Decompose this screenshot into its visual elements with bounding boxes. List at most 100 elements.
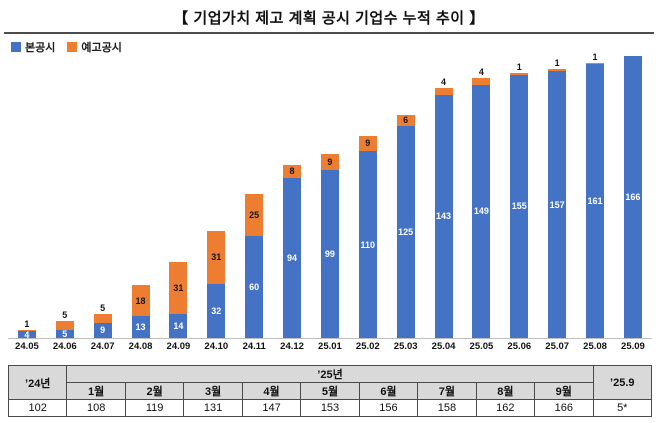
main-segment: 32 [207, 283, 226, 338]
table-header-month: 2월 [124, 382, 185, 400]
x-axis-label: 24.06 [52, 341, 77, 352]
preliminary-label-above: 1 [24, 318, 30, 329]
preliminary-segment [55, 321, 74, 330]
main-segment: 13 [131, 315, 150, 338]
main-segment: 166 [623, 55, 642, 338]
table-header-month: 4월 [241, 382, 302, 400]
bar-slot: 1 157 [538, 54, 576, 338]
stacked-bar: 155 [510, 72, 529, 338]
preliminary-label-above: 5 [100, 303, 106, 314]
stacked-bar: 8 94 [283, 164, 302, 338]
stacked-bar: 31 32 [207, 230, 226, 338]
preliminary-segment [472, 77, 491, 85]
stacked-bar: 166 [623, 55, 642, 338]
x-axis-label: 25.02 [355, 341, 380, 352]
x-axis-label: 24.07 [90, 341, 115, 352]
stacked-bar: 18 13 [131, 285, 150, 338]
table-value-cell: 158 [417, 399, 477, 417]
main-segment: 149 [472, 84, 491, 338]
table-header-24yr: ’24년 [7, 365, 68, 400]
summary-table: ’24년 ’25년 ’25.9 1월 2월 3월 4월 5월 6월 7월 8월 9월 102 108 119… [7, 365, 653, 417]
preliminary-segment: 18 [131, 285, 150, 316]
stacked-bar: 157 [548, 69, 567, 338]
legend: 본공시 예고공시 [11, 39, 122, 55]
x-axis-label: 25.03 [393, 341, 418, 352]
x-axis-label: 24.08 [128, 341, 153, 352]
table-header-month: 6월 [358, 382, 419, 400]
stacked-bar: 5 [55, 321, 74, 339]
preliminary-segment: 31 [169, 261, 188, 315]
x-axis-label: 25.05 [469, 341, 494, 352]
preliminary-label-above: 5 [62, 310, 68, 320]
bar-slot: 18 13 [122, 54, 160, 338]
legend-label-preliminary: 예고공시 [81, 42, 122, 54]
main-segment: 157 [548, 71, 567, 338]
bar-slot: 8 94 [273, 54, 311, 338]
bar-slot: 9 99 [311, 54, 349, 338]
table-header-month: 3월 [183, 382, 243, 400]
legend-label-main: 본공시 [25, 42, 56, 54]
x-axis-label: 24.10 [204, 341, 229, 352]
preliminary-segment [586, 62, 605, 65]
main-segment: 143 [434, 94, 453, 338]
main-segment: 110 [358, 151, 377, 338]
x-axis-label: 25.04 [431, 341, 456, 352]
x-axis-label: 25.06 [507, 341, 532, 352]
table-value-cell: 162 [475, 399, 536, 417]
table-header-month: 8월 [475, 382, 536, 400]
table-value-cell: 131 [183, 399, 243, 417]
table-header-month: 5월 [300, 382, 360, 400]
chart-title: 【 기업가치 제고 계획 공시 기업수 누적 추이 】 [173, 10, 485, 27]
preliminary-segment: 9 [358, 135, 377, 151]
x-axis-label: 24.11 [242, 341, 266, 352]
stacked-bar: 31 14 [169, 261, 188, 338]
main-segment: 14 [169, 314, 188, 338]
table-header-25yr: ’25년 [66, 365, 594, 383]
preliminary-segment [17, 329, 36, 332]
legend-swatch-preliminary [67, 42, 78, 52]
preliminary-segment: 31 [207, 230, 226, 284]
stacked-bar: 9 99 [320, 154, 339, 338]
preliminary-segment [93, 314, 112, 323]
stacked-bar: 9 110 [358, 135, 377, 338]
table-header-25-9: ’25.9 [592, 365, 653, 400]
preliminary-label-above: 1 [516, 61, 522, 72]
table-value-cell: 102 [7, 399, 68, 417]
bar-slot: 25 60 [235, 54, 273, 338]
x-axis-label: 25.09 [621, 341, 645, 352]
preliminary-segment: 25 [245, 193, 264, 236]
preliminary-label-above: 4 [478, 66, 484, 77]
table-value-cell: 156 [358, 399, 419, 417]
x-axis-label: 24.05 [15, 341, 39, 352]
legend-item-main: 본공시 [11, 39, 55, 55]
preliminary-segment: 9 [320, 154, 339, 170]
bar-slot: 9 110 [349, 54, 387, 338]
title-divider [4, 32, 654, 34]
x-axis-labels: 24.05 24.06 24.07 24.08 24.09 24.10 24.11 24.12… [8, 341, 652, 352]
x-axis-label: 25.08 [583, 341, 607, 352]
main-segment: 94 [283, 178, 302, 338]
main-segment: 125 [396, 125, 415, 338]
stacked-bar: 25 60 [245, 193, 264, 338]
stacked-bar: 161 [586, 62, 605, 338]
main-segment: 60 [245, 236, 264, 338]
preliminary-label-above: 1 [592, 51, 598, 62]
bar-slot: 4 143 [425, 54, 463, 338]
x-axis-label: 25.07 [545, 341, 570, 352]
preliminary-segment [548, 69, 567, 72]
stacked-bar: 149 [472, 77, 491, 338]
bar-slot: 1 161 [576, 51, 614, 338]
preliminary-label-above: 4 [441, 77, 447, 88]
table-value-cell: 147 [241, 399, 302, 417]
bar-slot: 31 14 [160, 54, 198, 338]
preliminary-segment [510, 72, 529, 75]
table-value-cell: 153 [300, 399, 360, 417]
main-segment: 9 [93, 322, 112, 338]
table-value-cell: 108 [66, 399, 126, 417]
x-axis-label: 24.12 [280, 341, 304, 352]
table-header-month: 7월 [417, 382, 477, 400]
